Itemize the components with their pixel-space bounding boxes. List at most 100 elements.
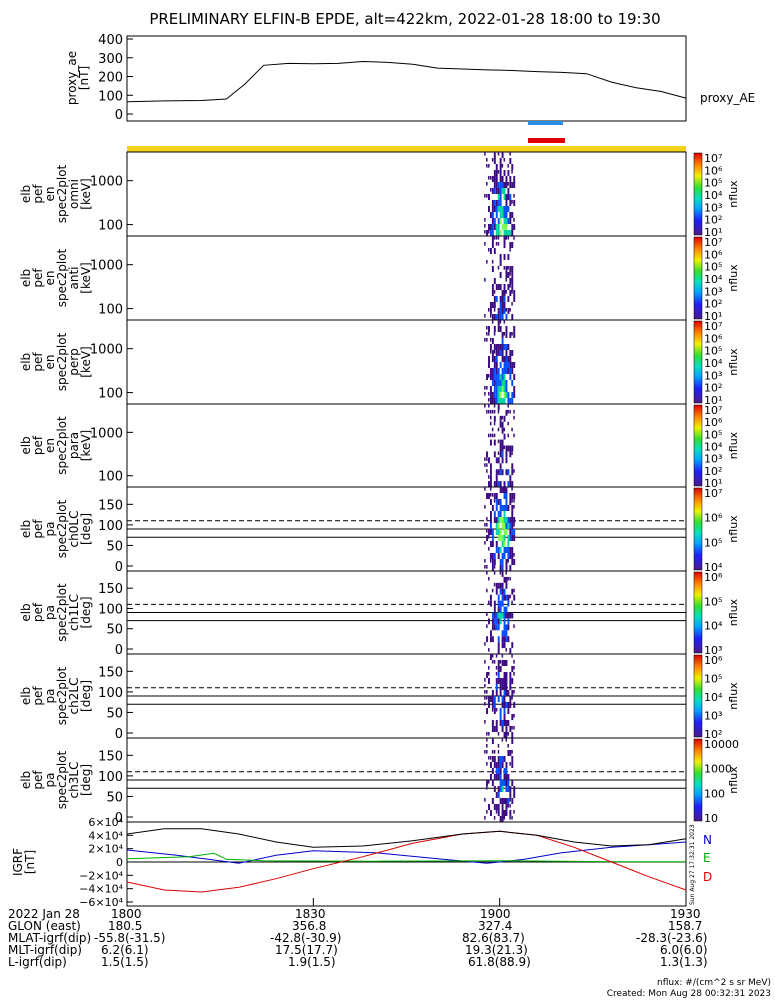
flux-cell	[491, 188, 494, 194]
spectrogram-panels: 1001000elbpefenspec2plotomni[keV]10⁷10⁶1…	[19, 151, 740, 826]
flux-cell	[499, 798, 502, 804]
flux-cell	[503, 732, 506, 738]
colorbar-tick-label: 10⁴	[704, 691, 723, 704]
flux-cell	[493, 762, 496, 768]
flux-cell	[495, 386, 498, 392]
flux-cell	[488, 206, 490, 212]
flux-cell	[491, 374, 494, 380]
flux-cell	[499, 386, 502, 392]
flux-cell	[503, 433, 506, 440]
flux-cell	[497, 206, 500, 212]
panel-en_omni: 1001000elbpefenspec2plotomni[keV]10⁷10⁶1…	[19, 151, 740, 239]
flux-cell	[509, 350, 512, 356]
y-tick-label: 150	[98, 582, 123, 597]
flux-cell	[495, 314, 498, 320]
panel-ylabel-line: pef	[31, 352, 45, 372]
flux-cell	[491, 158, 494, 162]
flux-cell	[491, 290, 494, 296]
flux-cell	[501, 762, 504, 768]
flux-cell	[505, 314, 508, 320]
flux-cell	[497, 368, 500, 374]
flux-cell	[505, 356, 508, 362]
flux-cell	[488, 493, 490, 499]
flux-cell	[491, 433, 494, 438]
flux-cell	[505, 224, 508, 230]
flux-cell	[499, 415, 502, 422]
panel-ylabel-line: en	[43, 271, 57, 286]
flux-cell	[499, 206, 502, 212]
flux-cell	[507, 553, 510, 559]
flux-cell	[509, 750, 512, 756]
flux-cell	[491, 409, 494, 414]
footer-label: GLON (east)	[8, 919, 81, 933]
flux-cell	[486, 571, 488, 575]
flux-cell	[499, 344, 502, 350]
flux-cell	[513, 517, 516, 523]
panel-ylabel-line: elb	[19, 436, 33, 454]
flux-cell	[486, 738, 488, 742]
flux-cell	[489, 374, 492, 380]
colorbar	[693, 571, 703, 654]
flux-cell	[505, 469, 508, 476]
flux-cell	[501, 421, 504, 428]
flux-cell	[503, 690, 506, 696]
flux-cell	[501, 541, 504, 547]
flux-cell	[513, 176, 516, 182]
flux-cell	[486, 696, 488, 700]
flux-cell	[484, 392, 486, 396]
flux-cell	[501, 380, 504, 386]
flux-cell	[511, 535, 514, 541]
flux-cell	[511, 451, 513, 455]
flux-cell	[499, 302, 502, 308]
flux-cell	[491, 750, 494, 754]
flux-cell	[503, 517, 506, 523]
flux-cell	[503, 612, 506, 619]
flux-cell	[503, 505, 506, 511]
flux-cell	[488, 756, 490, 760]
flux-cell	[503, 206, 506, 212]
flux-cell	[491, 726, 494, 732]
flux-cell	[499, 350, 502, 356]
flux-cell	[499, 618, 502, 625]
flux-cell	[497, 768, 500, 774]
igrf-ylabel-line: [nT]	[23, 850, 37, 874]
flux-cell	[509, 368, 512, 374]
flux-cell	[497, 642, 500, 649]
flux-cell	[499, 296, 502, 302]
panel-ylabel-line: spec2plot	[55, 416, 69, 475]
panel-proxy-ae: 0 100 200 300 400 proxy_ae[nT] proxy_AE	[65, 33, 755, 123]
flux-cell	[501, 726, 504, 732]
flux-cell	[491, 690, 494, 696]
flux-cell	[488, 529, 490, 535]
flux-cell	[509, 158, 512, 164]
flux-cell	[488, 648, 490, 652]
panel-ylabel-line: elb	[19, 771, 33, 789]
flux-cell	[503, 816, 506, 820]
flux-cell	[505, 690, 508, 696]
flux-cell	[507, 421, 509, 426]
colorbar	[693, 320, 703, 404]
colorbar-tick-label: 10⁴	[704, 441, 723, 454]
flux-cell	[503, 224, 506, 230]
flux-cell	[511, 272, 514, 278]
flux-cell	[501, 630, 504, 637]
flux-cell	[507, 469, 510, 476]
flux-cell	[501, 523, 504, 529]
flux-cell	[505, 559, 508, 565]
ae-tick-label: 400	[98, 33, 123, 48]
flux-cell	[495, 517, 498, 523]
flux-cell	[509, 332, 512, 338]
flux-cell	[497, 182, 500, 188]
flux-cell	[484, 720, 486, 724]
panel-ylabel-line: en	[43, 187, 57, 202]
flux-cell	[489, 654, 492, 660]
flux-cell	[503, 810, 506, 816]
flux-cell	[493, 433, 496, 438]
footer-cell: 158.7	[668, 919, 703, 933]
panel-ylabel-line: [deg]	[79, 680, 93, 712]
footer-label: MLT-igrf(dip)	[8, 943, 82, 957]
panel-ylabel-line: ch0LC	[67, 511, 81, 548]
flux-cell	[488, 576, 490, 581]
flux-cell	[486, 786, 488, 790]
